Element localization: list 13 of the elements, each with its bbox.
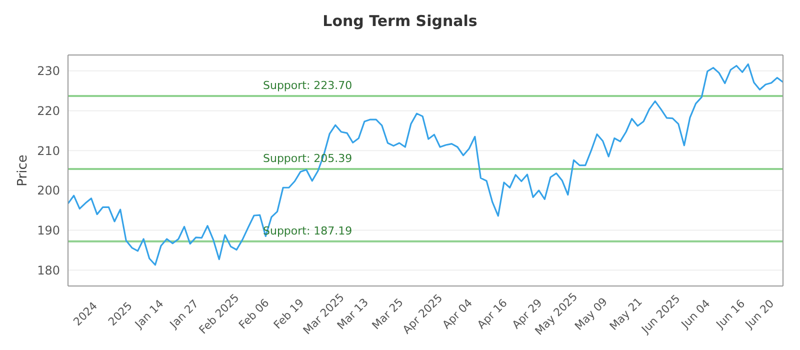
y-axis-title: Price (16, 154, 31, 186)
chart-title: Long Term Signals (322, 11, 478, 32)
y-tick-label: 190 (37, 224, 60, 238)
y-tick-label: 200 (37, 184, 60, 198)
ref-line-label: Support: 223.70 (263, 78, 352, 92)
y-tick-label: 180 (37, 263, 60, 278)
x-tick-label: Jan 14 (132, 297, 166, 332)
x-tick-label: Jun 04 (678, 297, 713, 332)
y-tick-label: 220 (37, 104, 60, 118)
x-tick-label: Apr 16 (474, 296, 510, 332)
y-tick-label: 230 (37, 64, 60, 78)
y-tick-label: 210 (37, 144, 60, 158)
line-series (67, 63, 784, 266)
